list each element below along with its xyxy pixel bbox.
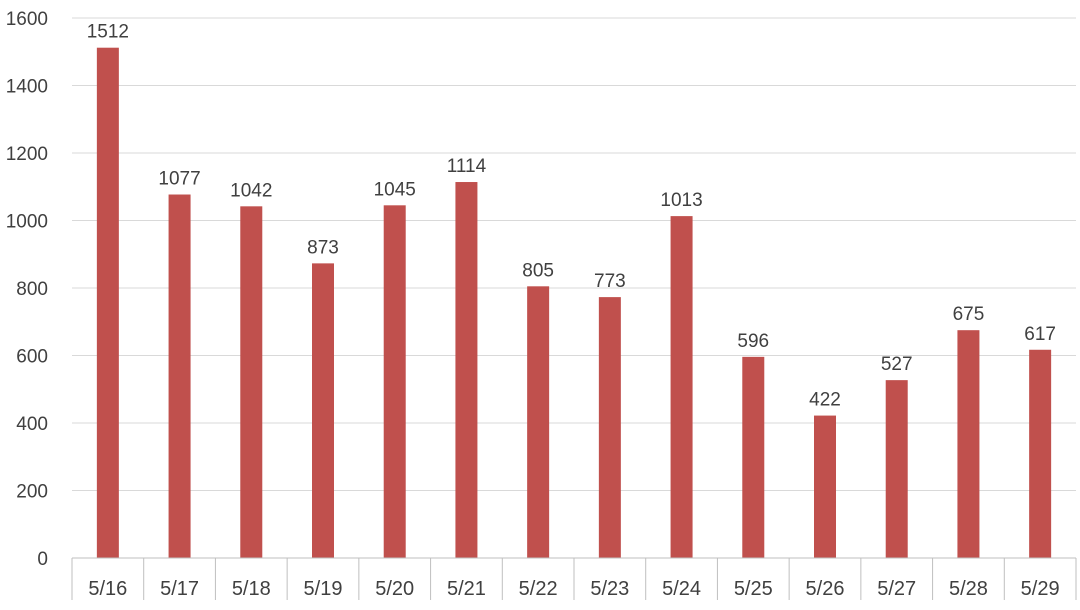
bar [168, 194, 191, 558]
x-axis [71, 557, 1077, 600]
bar [527, 286, 550, 558]
x-tick-label: 5/18 [232, 578, 271, 600]
y-tick-label: 1000 [6, 212, 48, 233]
data-label: 675 [953, 304, 985, 325]
data-label: 873 [307, 237, 339, 258]
bars [96, 47, 1052, 559]
x-tick-label: 5/20 [375, 578, 414, 600]
bar [885, 380, 908, 558]
y-tick-label: 600 [16, 347, 48, 368]
data-label: 1512 [87, 22, 129, 43]
y-tick-label: 200 [16, 482, 48, 503]
bar [455, 182, 478, 558]
bar [383, 205, 406, 558]
data-label: 1114 [447, 156, 487, 177]
bar [957, 330, 980, 558]
y-tick-label: 800 [16, 279, 48, 300]
bar [312, 263, 334, 558]
data-label: 1013 [660, 190, 702, 211]
x-tick-label: 5/23 [590, 578, 629, 600]
x-tick-label: 5/17 [160, 578, 199, 600]
data-label: 1045 [374, 179, 416, 200]
y-tick-label: 0 [37, 549, 48, 570]
data-label: 617 [1024, 324, 1056, 345]
x-tick-label: 5/19 [304, 578, 343, 600]
data-label: 596 [737, 331, 769, 352]
data-label: 805 [522, 260, 554, 281]
bar [814, 415, 836, 558]
x-tick-label: 5/28 [949, 578, 988, 600]
x-tick-label: 5/21 [447, 578, 486, 600]
data-label: 1042 [230, 180, 272, 201]
x-tick-label: 5/22 [519, 578, 558, 600]
bar [96, 47, 119, 558]
gridlines [72, 17, 1076, 491]
x-tick-label: 5/16 [88, 578, 127, 600]
bar [670, 216, 693, 559]
data-label: 773 [594, 271, 626, 292]
x-tick-label: 5/29 [1021, 578, 1060, 600]
x-tick-label: 5/25 [734, 578, 773, 600]
x-tick-label: 5/27 [877, 578, 916, 600]
bar [598, 297, 621, 558]
y-tick-label: 1200 [6, 144, 48, 165]
y-tick-label: 400 [16, 414, 48, 435]
y-tick-label: 1400 [6, 77, 48, 98]
data-label: 527 [881, 354, 913, 375]
bar [240, 206, 263, 558]
x-axis-ticks: 5/16 5/17 5/18 5/19 5/20 5/21 5/22 5/23 5/24 5/25… [88, 578, 1059, 600]
bar [1029, 349, 1052, 558]
x-tick-label: 5/26 [806, 578, 845, 600]
y-axis-ticks: 0 200 400 600 800 1000 1200 1400 1600 [6, 9, 48, 570]
y-tick-label: 1600 [6, 9, 48, 30]
x-tick-label: 5/24 [662, 578, 701, 600]
data-labels: 1512 1077 1042 873 1045 1114 805 773 1013 596 422 5… [87, 22, 1056, 411]
data-label: 422 [809, 390, 841, 411]
bar [742, 356, 765, 558]
data-label: 1077 [158, 169, 200, 190]
